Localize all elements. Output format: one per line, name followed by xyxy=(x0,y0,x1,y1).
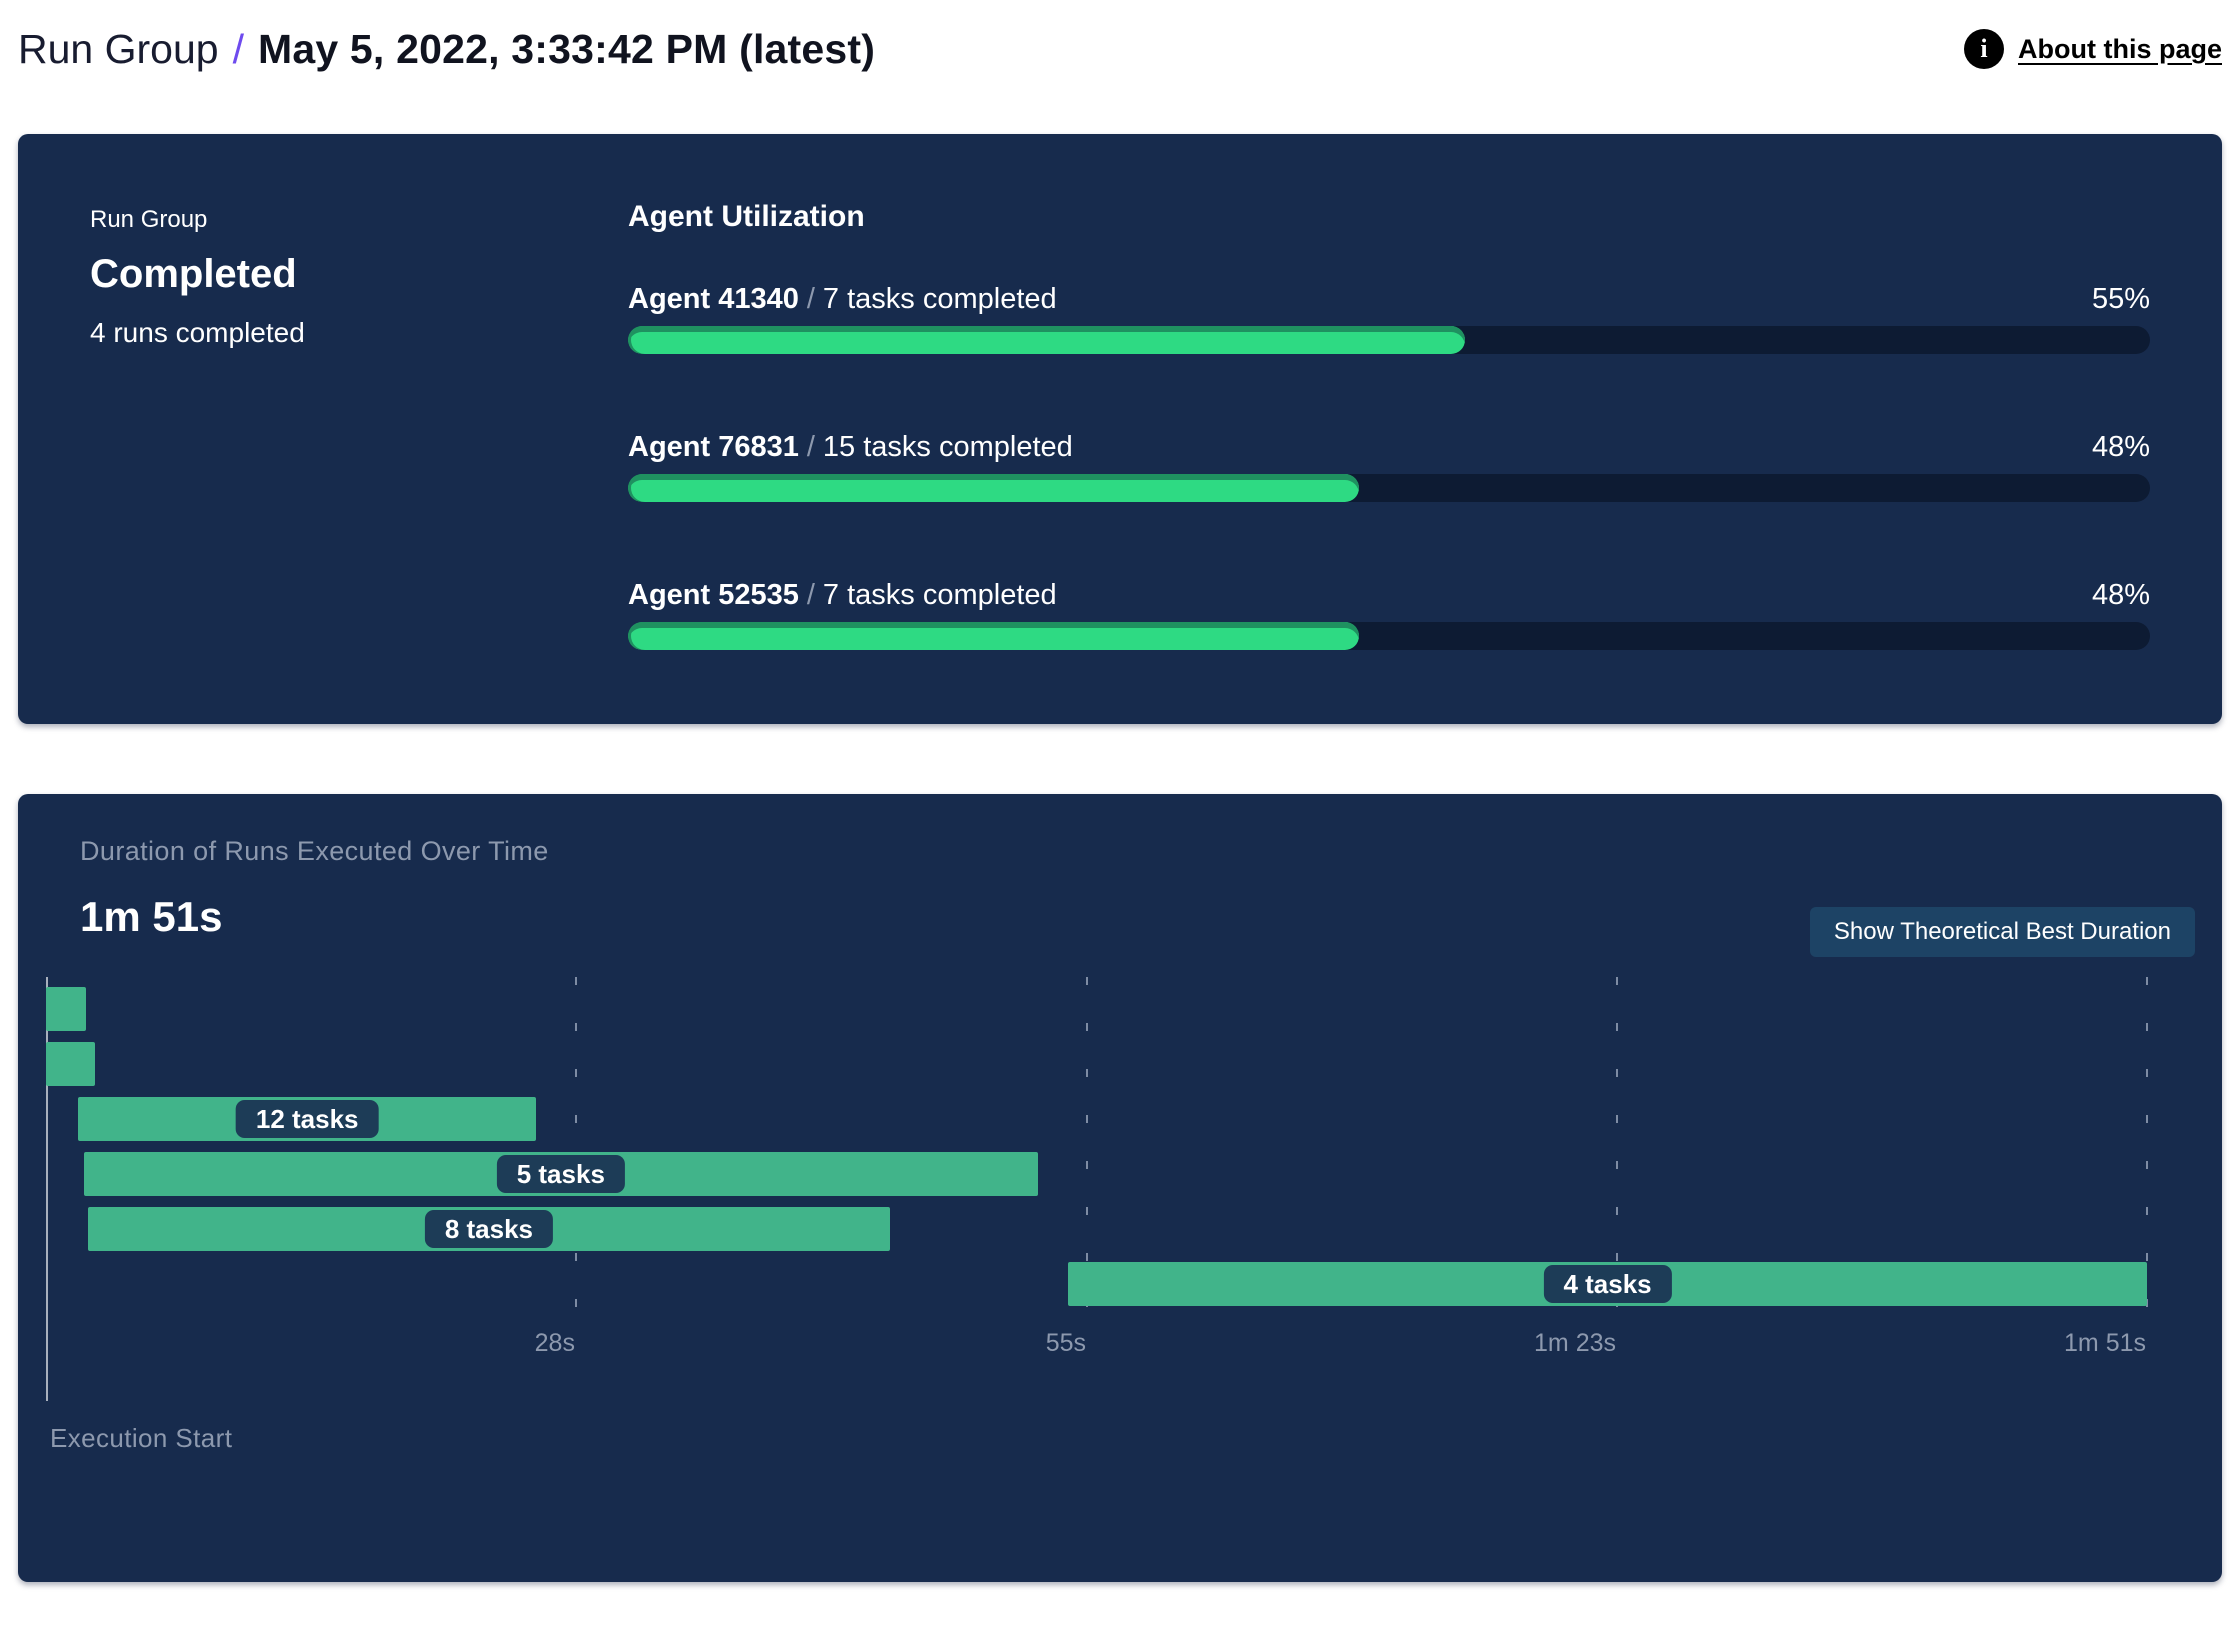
run-task-count-pill: 8 tasks xyxy=(424,1210,553,1248)
time-tick-label: 28s xyxy=(534,1329,575,1357)
agent-label: Agent 76831/15 tasks completed xyxy=(628,430,1073,464)
breadcrumb-separator: / xyxy=(232,25,244,72)
agent-utilization-progress-track xyxy=(628,474,2150,502)
run-duration-bar[interactable]: 4 tasks xyxy=(1068,1262,2147,1306)
run-group-status-panel: Run Group Completed 4 runs completed xyxy=(18,134,628,724)
agent-label-line: Agent 41340/7 tasks completed 55% xyxy=(628,282,2150,316)
run-group-status: Completed xyxy=(90,252,297,296)
time-tick-label: 1m 23s xyxy=(1534,1329,1617,1357)
about-this-page-link[interactable]: About this page xyxy=(2018,33,2222,64)
agent-utilization-title: Agent Utilization xyxy=(628,200,865,233)
execution-start-axis-line xyxy=(46,977,48,1401)
agent-label-separator: / xyxy=(806,283,815,315)
breadcrumb-run-group[interactable]: Run Group xyxy=(18,25,219,72)
agent-label-line: Agent 52535/7 tasks completed 48% xyxy=(628,578,2150,612)
duration-gantt-chart: Execution Start 28s 55s 1m 23s 1m 51s 12 tas… xyxy=(46,977,2148,1482)
agent-utilization-row: Agent 76831/15 tasks completed 48% xyxy=(628,430,2150,502)
page-header: Run Group / May 5, 2022, 3:33:42 PM (lat… xyxy=(0,0,2240,82)
breadcrumb: Run Group / May 5, 2022, 3:33:42 PM (lat… xyxy=(18,26,875,73)
agent-label: Agent 41340/7 tasks completed xyxy=(628,282,1057,316)
agent-label: Agent 52535/7 tasks completed xyxy=(628,578,1057,612)
time-tick-label: 1m 51s xyxy=(2064,1329,2146,1357)
agent-name: Agent 41340 xyxy=(628,283,799,315)
time-gridline xyxy=(2146,977,2148,1319)
info-icon: i xyxy=(1964,29,2004,69)
show-theoretical-best-duration-button[interactable]: Show Theoretical Best Duration xyxy=(1809,907,2195,957)
execution-start-label: Execution Start xyxy=(50,1423,233,1453)
agent-utilization-progress-fill xyxy=(628,622,1359,650)
run-duration-bar[interactable]: 5 tasks xyxy=(83,1152,1038,1196)
agent-utilization-row: Agent 41340/7 tasks completed 55% xyxy=(628,282,2150,354)
agent-name: Agent 76831 xyxy=(628,431,799,463)
agent-utilization-progress-fill xyxy=(628,474,1359,502)
run-duration-bar[interactable]: 8 tasks xyxy=(87,1207,891,1251)
agent-utilization-panel: Agent Utilization Agent 41340/7 tasks co… xyxy=(628,134,2222,724)
agent-utilization-row: Agent 52535/7 tasks completed 48% xyxy=(628,578,2150,650)
agent-tasks-completed: 7 tasks completed xyxy=(822,579,1057,611)
about-this-page[interactable]: i About this page xyxy=(1964,29,2222,69)
run-task-count-pill: 4 tasks xyxy=(1543,1265,1672,1303)
agent-utilization-percent: 48% xyxy=(2091,431,2150,463)
agent-utilization-progress-track xyxy=(628,622,2150,650)
agent-utilization-list: Agent 41340/7 tasks completed 55% Agent 76… xyxy=(628,282,2150,650)
run-group-card: Run Group Completed 4 runs completed Age… xyxy=(18,134,2222,724)
time-gridline xyxy=(1086,977,1089,1319)
agent-tasks-completed: 15 tasks completed xyxy=(822,431,1073,463)
run-group-eyebrow: Run Group xyxy=(90,206,208,233)
agent-utilization-progress-track xyxy=(628,326,2150,354)
time-gridline xyxy=(574,977,577,1319)
runs-completed-summary: 4 runs completed xyxy=(90,317,305,348)
agent-utilization-progress-fill xyxy=(628,326,1466,354)
agent-utilization-percent: 55% xyxy=(2091,283,2150,315)
agent-tasks-completed: 7 tasks completed xyxy=(822,283,1057,315)
agent-label-separator: / xyxy=(806,431,815,463)
agent-label-line: Agent 76831/15 tasks completed 48% xyxy=(628,430,2150,464)
page-title: May 5, 2022, 3:33:42 PM (latest) xyxy=(257,25,876,72)
run-duration-bar[interactable] xyxy=(46,987,86,1031)
agent-label-separator: / xyxy=(806,579,815,611)
time-gridline xyxy=(1616,977,1619,1319)
agent-utilization-percent: 48% xyxy=(2091,579,2150,611)
time-tick-label: 55s xyxy=(1045,1329,1087,1357)
agent-name: Agent 52535 xyxy=(628,579,799,611)
run-duration-bar[interactable] xyxy=(46,1042,96,1086)
run-duration-bar[interactable]: 12 tasks xyxy=(78,1097,537,1141)
duration-card: Duration of Runs Executed Over Time 1m 5… xyxy=(18,794,2222,1582)
duration-chart-title: Duration of Runs Executed Over Time xyxy=(80,836,549,866)
run-task-count-pill: 12 tasks xyxy=(235,1100,379,1138)
total-duration-value: 1m 51s xyxy=(80,893,223,940)
run-task-count-pill: 5 tasks xyxy=(496,1155,625,1193)
